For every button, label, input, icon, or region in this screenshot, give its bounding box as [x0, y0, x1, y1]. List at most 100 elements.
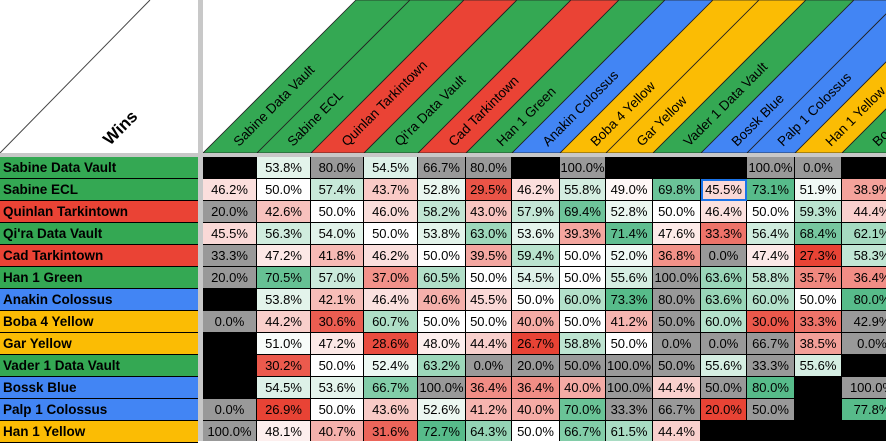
win-rate-cell[interactable]: 27.3% — [795, 245, 842, 267]
win-rate-cell[interactable]: 73.1% — [747, 179, 795, 201]
win-rate-cell[interactable]: 52.4% — [364, 355, 418, 377]
win-rate-cell[interactable]: 46.2% — [364, 245, 418, 267]
win-rate-cell[interactable]: 66.7% — [364, 377, 418, 399]
win-rate-cell[interactable]: 36.4% — [842, 267, 886, 289]
win-rate-cell[interactable]: 50.0% — [512, 289, 560, 311]
win-rate-cell[interactable]: 63.0% — [466, 223, 512, 245]
win-rate-cell[interactable]: 0.0% — [842, 333, 886, 355]
win-rate-cell[interactable]: 50.0% — [311, 201, 364, 223]
win-rate-cell[interactable]: 80.0% — [747, 377, 795, 399]
win-rate-cell[interactable]: 50.0% — [466, 267, 512, 289]
win-rate-cell[interactable]: 33.3% — [747, 355, 795, 377]
empty-cell[interactable] — [653, 157, 701, 179]
win-rate-cell[interactable]: 50.0% — [364, 223, 418, 245]
win-rate-cell[interactable]: 56.4% — [747, 223, 795, 245]
column-header-4[interactable] — [417, 0, 620, 153]
win-rate-cell[interactable]: 54.0% — [311, 223, 364, 245]
win-rate-cell[interactable]: 38.9% — [842, 179, 886, 201]
win-rate-cell[interactable]: 33.3% — [606, 399, 653, 421]
win-rate-cell[interactable]: 100.0% — [606, 377, 653, 399]
column-header-0[interactable] — [203, 0, 411, 153]
win-rate-cell[interactable]: 53.8% — [257, 289, 311, 311]
empty-cell[interactable] — [795, 377, 842, 399]
win-rate-cell[interactable]: 29.5% — [466, 179, 512, 201]
win-rate-cell[interactable]: 55.8% — [560, 179, 606, 201]
win-rate-cell[interactable]: 59.4% — [512, 245, 560, 267]
empty-cell[interactable] — [842, 421, 886, 441]
win-rate-cell[interactable]: 47.6% — [653, 223, 701, 245]
win-rate-cell[interactable]: 44.4% — [653, 377, 701, 399]
empty-cell[interactable] — [842, 157, 886, 179]
win-rate-cell[interactable]: 68.4% — [795, 223, 842, 245]
frozen-row-divider[interactable] — [0, 153, 886, 157]
win-rate-cell[interactable]: 100.0% — [653, 267, 701, 289]
row-header[interactable]: Han 1 Green — [0, 267, 198, 289]
win-rate-cell[interactable]: 33.3% — [701, 223, 747, 245]
win-rate-cell[interactable]: 30.0% — [747, 311, 795, 333]
win-rate-cell[interactable]: 60.0% — [701, 311, 747, 333]
win-rate-cell[interactable]: 61.5% — [606, 421, 653, 441]
column-header-7[interactable] — [559, 0, 760, 153]
win-rate-cell[interactable]: 41.8% — [311, 245, 364, 267]
empty-cell[interactable] — [701, 421, 747, 441]
win-rate-cell[interactable]: 52.8% — [606, 201, 653, 223]
win-rate-cell[interactable]: 0.0% — [701, 245, 747, 267]
win-rate-cell[interactable]: 50.0% — [560, 355, 606, 377]
row-header[interactable]: Palp 1 Colossus — [0, 399, 198, 421]
win-rate-cell[interactable]: 50.0% — [653, 355, 701, 377]
win-rate-cell[interactable]: 43.6% — [364, 399, 418, 421]
win-rate-cell[interactable]: 58.8% — [560, 333, 606, 355]
win-rate-cell[interactable]: 36.4% — [466, 377, 512, 399]
win-rate-cell[interactable]: 51.0% — [257, 333, 311, 355]
win-rate-cell[interactable]: 52.8% — [418, 179, 466, 201]
win-rate-cell[interactable]: 0.0% — [653, 333, 701, 355]
corner-header-cell[interactable]: Wins — [0, 0, 198, 154]
empty-cell[interactable] — [512, 157, 560, 179]
win-rate-cell[interactable]: 20.0% — [203, 201, 257, 223]
win-rate-cell[interactable]: 63.6% — [701, 289, 747, 311]
empty-cell[interactable] — [203, 377, 257, 399]
empty-cell[interactable] — [606, 157, 653, 179]
win-rate-cell[interactable]: 0.0% — [466, 355, 512, 377]
column-header-2[interactable] — [310, 0, 518, 153]
column-header-12[interactable] — [794, 0, 886, 153]
empty-cell[interactable] — [203, 289, 257, 311]
empty-cell[interactable] — [701, 157, 747, 179]
win-rate-cell[interactable]: 30.6% — [311, 311, 364, 333]
column-header-6[interactable] — [511, 0, 714, 153]
win-rate-cell[interactable]: 48.1% — [257, 421, 311, 441]
win-rate-cell[interactable]: 33.3% — [203, 245, 257, 267]
win-rate-cell[interactable]: 20.0% — [701, 399, 747, 421]
win-rate-cell[interactable]: 30.2% — [257, 355, 311, 377]
win-rate-cell[interactable]: 20.0% — [203, 267, 257, 289]
win-rate-cell[interactable]: 50.0% — [418, 311, 466, 333]
win-rate-cell[interactable]: 0.0% — [203, 311, 257, 333]
win-rate-cell[interactable]: 53.6% — [311, 377, 364, 399]
win-rate-cell[interactable]: 50.0% — [466, 311, 512, 333]
win-rate-cell[interactable]: 73.3% — [606, 289, 653, 311]
win-rate-cell[interactable]: 57.0% — [311, 267, 364, 289]
row-header[interactable]: Quinlan Tarkintown — [0, 201, 198, 223]
win-rate-cell[interactable]: 100.0% — [747, 157, 795, 179]
row-header[interactable]: Cad Tarkintown — [0, 245, 198, 267]
empty-cell[interactable] — [203, 333, 257, 355]
win-rate-cell[interactable]: 100.0% — [560, 157, 606, 179]
win-rate-cell[interactable]: 100.0% — [842, 377, 886, 399]
win-rate-cell[interactable]: 53.6% — [512, 223, 560, 245]
win-rate-cell[interactable]: 55.6% — [701, 355, 747, 377]
win-rate-cell[interactable]: 60.5% — [418, 267, 466, 289]
win-rate-cell[interactable]: 26.7% — [512, 333, 560, 355]
empty-cell[interactable] — [747, 421, 795, 441]
win-rate-cell[interactable]: 100.0% — [203, 421, 257, 441]
win-rate-cell[interactable]: 62.1% — [842, 223, 886, 245]
win-rate-cell[interactable]: 48.0% — [418, 333, 466, 355]
empty-cell[interactable] — [842, 355, 886, 377]
win-rate-cell[interactable]: 37.0% — [364, 267, 418, 289]
win-rate-cell[interactable]: 66.7% — [418, 157, 466, 179]
win-rate-cell[interactable]: 0.0% — [203, 399, 257, 421]
win-rate-cell[interactable]: 66.7% — [653, 399, 701, 421]
win-rate-cell[interactable]: 63.2% — [418, 355, 466, 377]
win-rate-cell[interactable]: 50.0% — [795, 289, 842, 311]
win-rate-cell[interactable]: 50.0% — [560, 311, 606, 333]
win-rate-cell[interactable]: 58.3% — [842, 245, 886, 267]
